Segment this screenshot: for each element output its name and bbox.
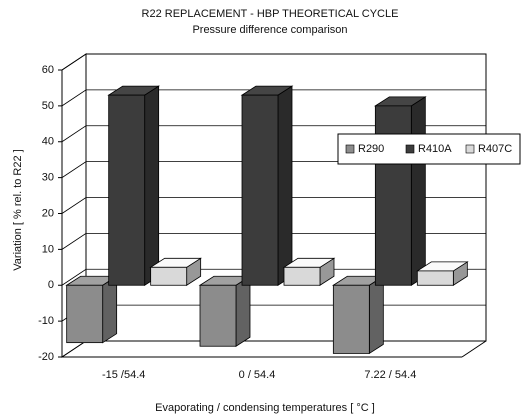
grid-line (61, 340, 486, 358)
grid-line (61, 268, 486, 286)
y-tick-label: 10 (42, 243, 54, 255)
legend-label: R290 (358, 143, 384, 155)
bar-front (150, 266, 188, 286)
y-tick-label: 30 (42, 172, 54, 184)
bar (331, 275, 385, 355)
bar (107, 85, 161, 286)
x-axis-label: Evaporating / condensing temperatures [ … (155, 402, 375, 414)
legend-box (337, 133, 521, 165)
bar-side (102, 275, 118, 344)
grid-line (61, 53, 486, 71)
chart-subtitle: Pressure difference comparison (192, 24, 347, 36)
grid-line (61, 232, 486, 250)
bar-side (368, 275, 384, 355)
grid-line (61, 125, 486, 143)
bar-front (66, 284, 104, 344)
bar (415, 261, 469, 286)
legend-swatch (465, 144, 475, 154)
y-tick-label: -20 (38, 351, 54, 363)
bar-side (410, 96, 426, 286)
legend-swatch (405, 144, 415, 154)
bar (282, 257, 336, 286)
y-axis-label: Variation [ % rel. to R22 ] (12, 149, 24, 270)
bar (149, 257, 203, 286)
bar-front (199, 284, 237, 347)
chart-title: R22 REPLACEMENT - HBP THEORETICAL CYCLE (142, 8, 399, 20)
y-tick-label: 60 (42, 64, 54, 76)
bar-front (416, 270, 454, 286)
y-tick-label: -10 (38, 315, 54, 327)
legend-swatch (345, 144, 355, 154)
x-tick-label: 0 / 54.4 (239, 369, 276, 381)
x-tick-label: 7.22 / 54.4 (364, 369, 416, 381)
legend-label: R407C (478, 143, 512, 155)
bar-front (241, 94, 279, 286)
bar (240, 85, 294, 286)
bar (198, 275, 252, 347)
y-tick-label: 0 (48, 279, 54, 291)
legend-label: R410A (418, 143, 452, 155)
x-tick-label: -15 /54.4 (102, 369, 145, 381)
bar (373, 96, 427, 286)
bar-side (144, 85, 160, 286)
bar-front (332, 284, 370, 354)
grid-line (61, 197, 486, 214)
bar-front (283, 266, 321, 286)
y-tick-label: 40 (42, 136, 54, 148)
bar-front (374, 105, 412, 286)
grid-line (61, 89, 486, 107)
bar-side (235, 275, 251, 347)
bar-side (277, 85, 293, 286)
bar (65, 275, 119, 344)
floor-edge (461, 340, 487, 358)
y-tick-label: 50 (42, 100, 54, 112)
y-tick-label: 20 (42, 207, 54, 219)
bar-front (108, 94, 146, 286)
